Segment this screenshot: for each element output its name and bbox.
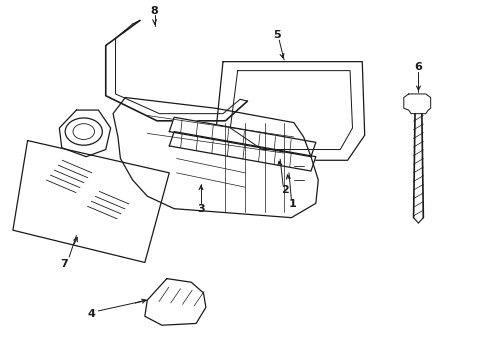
Text: 4: 4 [87, 310, 95, 319]
Text: 5: 5 [273, 30, 281, 40]
Text: 7: 7 [60, 259, 68, 269]
Polygon shape [59, 110, 111, 157]
Polygon shape [404, 94, 431, 114]
Text: 1: 1 [289, 199, 297, 210]
Polygon shape [216, 62, 365, 160]
Circle shape [65, 118, 102, 145]
Text: 6: 6 [415, 62, 422, 72]
Polygon shape [13, 140, 169, 262]
Polygon shape [113, 98, 319, 218]
Polygon shape [169, 117, 316, 157]
Text: 3: 3 [197, 204, 205, 214]
Polygon shape [145, 279, 206, 325]
Polygon shape [169, 132, 316, 171]
Text: 8: 8 [151, 6, 158, 16]
Text: 2: 2 [281, 185, 289, 195]
